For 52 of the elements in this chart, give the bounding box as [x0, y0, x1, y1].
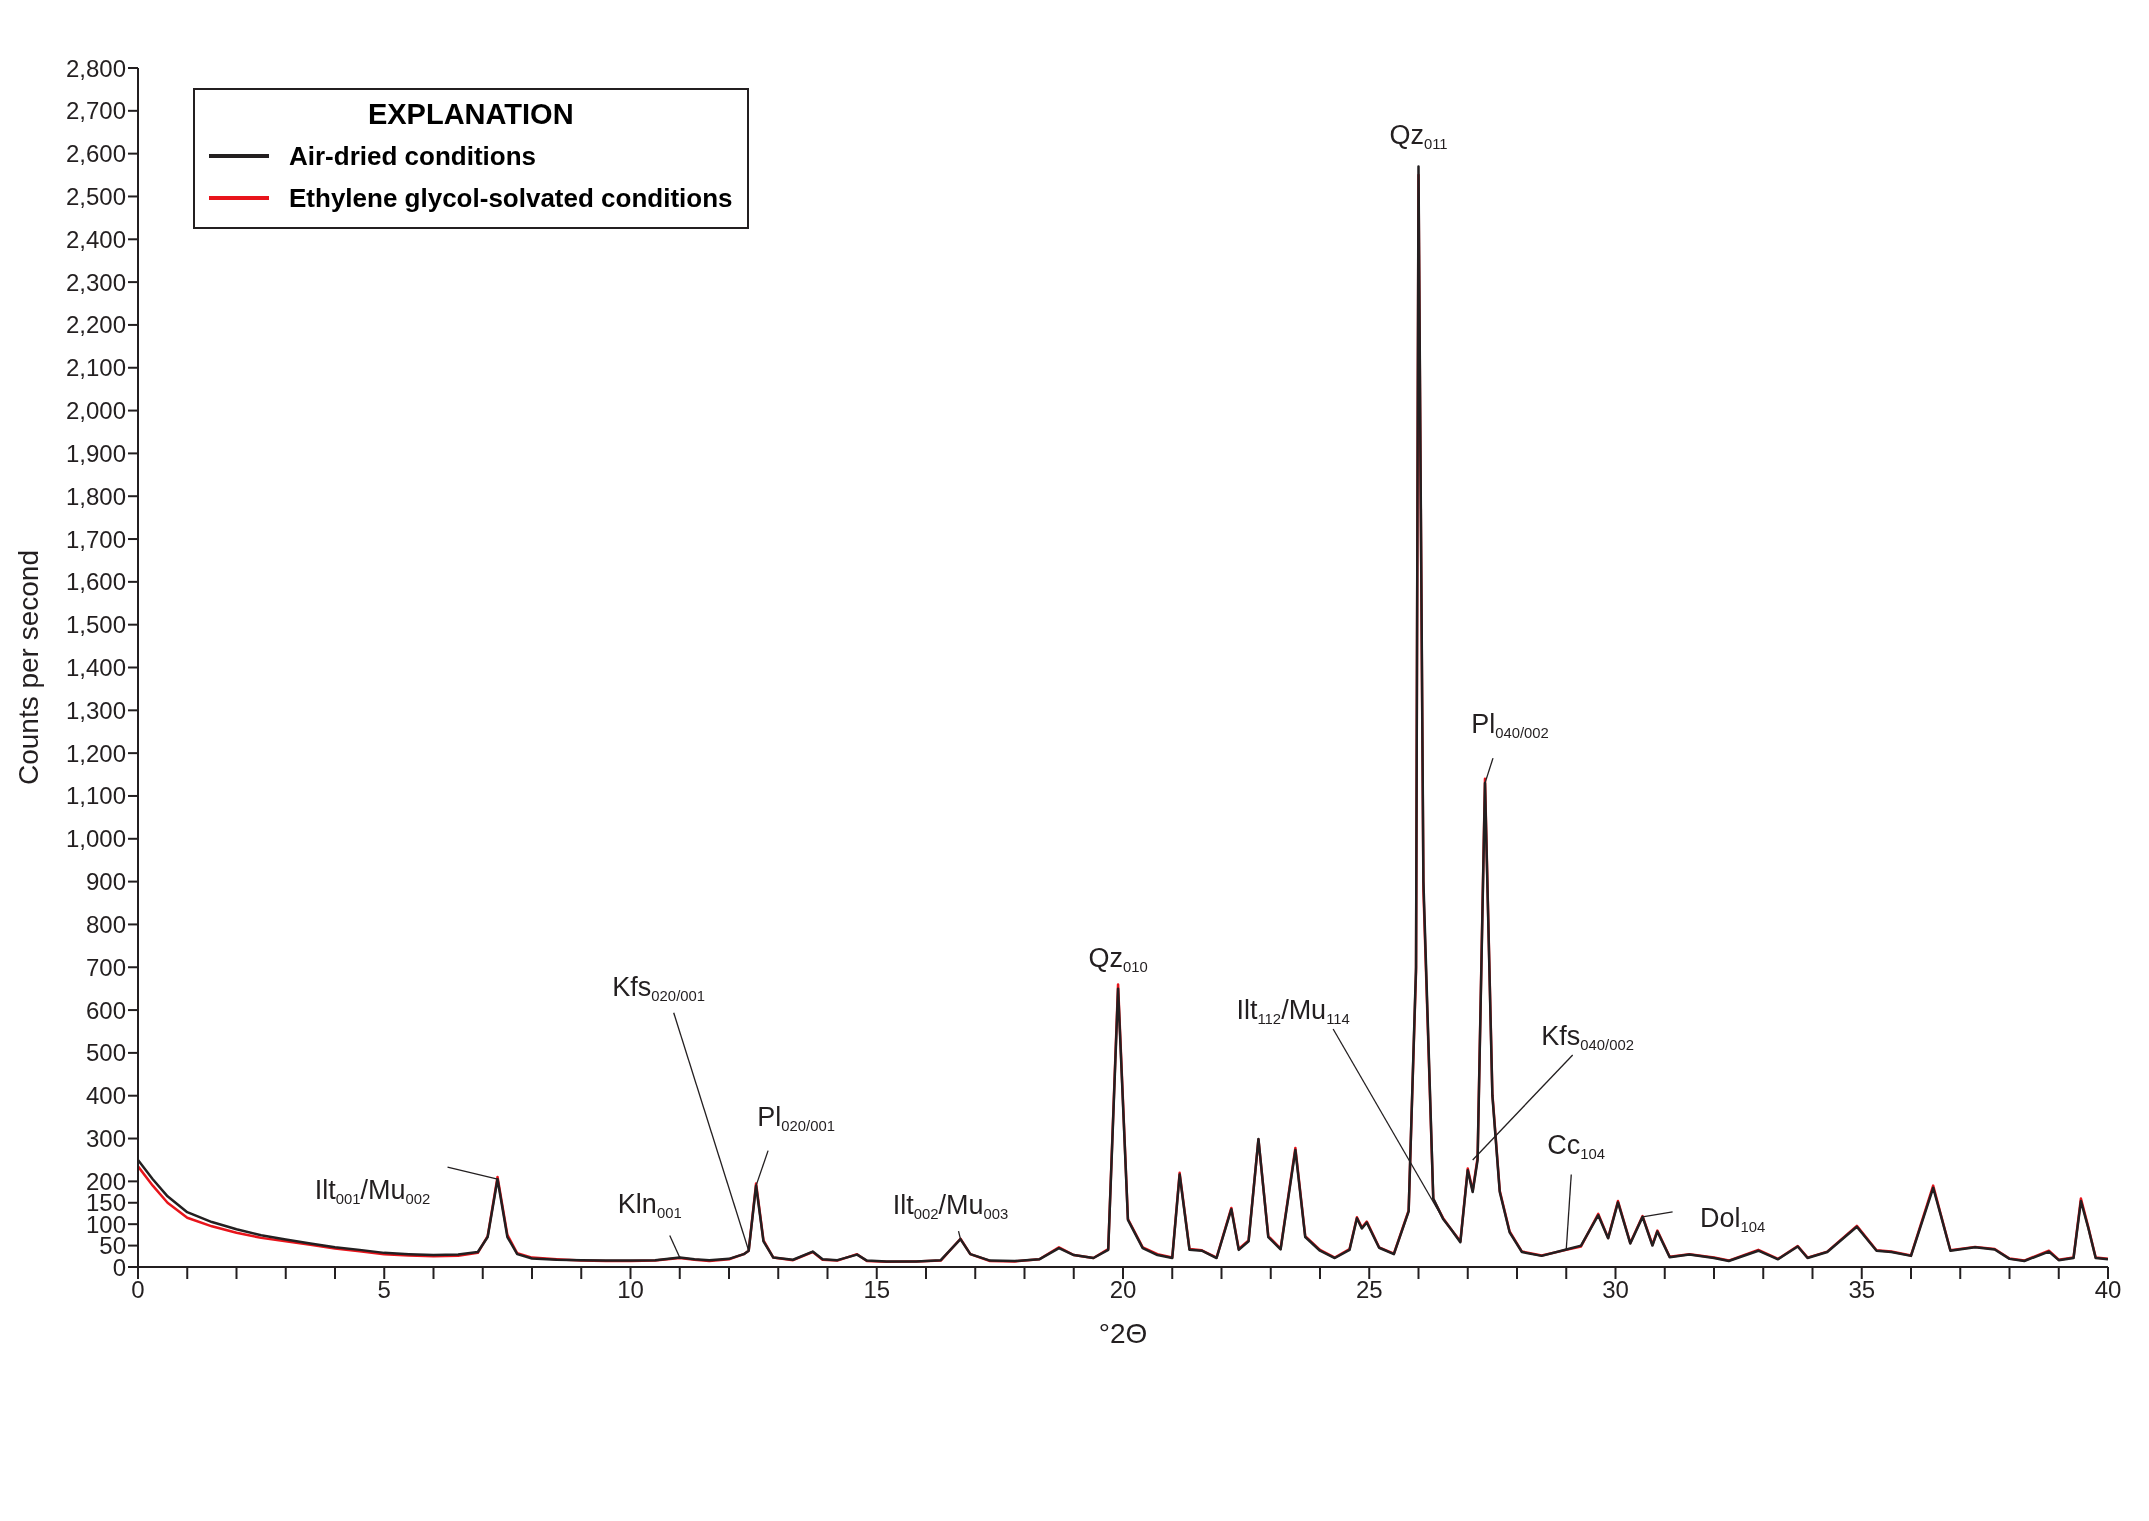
y-tick-label: 500 [85, 1039, 126, 1067]
annotation: Dol$_{104}$ [1699, 1202, 1766, 1235]
y-tick-label: 2,800 [65, 54, 126, 82]
x-tick-label: 25 [1355, 1276, 1383, 1304]
annotation: Kfs$_{020/001}$ [612, 971, 706, 1004]
legend-label: Air-dried conditions [289, 140, 536, 172]
y-tick-label: 400 [85, 1082, 126, 1110]
annotation: Ilt$_{001}$/Mu$_{002}$ [314, 1175, 431, 1207]
x-tick-label: 15 [863, 1276, 891, 1304]
y-tick-label: 600 [85, 996, 126, 1024]
y-tick-label: 1,800 [65, 482, 126, 510]
y-tick-label: 1,900 [65, 439, 126, 467]
y-tick-label: 1,200 [65, 739, 126, 767]
x-tick-label: 40 [2094, 1276, 2122, 1304]
x-tick-label: 35 [1848, 1276, 1876, 1304]
y-tick-label: 1,300 [65, 696, 126, 724]
y-tick-label: 1,100 [65, 782, 126, 810]
y-tick-label: 2,600 [65, 140, 126, 168]
y-tick-label: 700 [85, 953, 126, 981]
x-axis-title: °2Θ [1098, 1318, 1148, 1349]
y-tick-label: 2,400 [65, 225, 126, 253]
annotation: Qz$_{010}$ [1088, 942, 1148, 975]
y-tick-label: 300 [85, 1125, 126, 1153]
x-tick-label: 10 [617, 1276, 644, 1304]
y-tick-label: 1,700 [65, 525, 126, 553]
annotation: Kfs$_{040/002}$ [1541, 1020, 1635, 1053]
y-tick-label: 2,000 [65, 397, 126, 425]
legend-title: EXPLANATION [366, 98, 575, 131]
x-tick-label: 5 [377, 1276, 391, 1304]
x-tick-label: 30 [1602, 1276, 1629, 1304]
y-tick-label: 2,200 [65, 311, 126, 339]
annotation: Ilt$_{112}$/Mu$_{114}$ [1236, 995, 1350, 1027]
y-tick-label: 2,100 [65, 354, 126, 382]
y-tick-label: 1,500 [65, 611, 126, 639]
annotation: Ilt$_{002}$/Mu$_{003}$ [892, 1190, 1009, 1222]
annotation: Kln$_{001}$ [617, 1188, 682, 1221]
x-tick-label: 20 [1109, 1276, 1137, 1304]
legend-label: Ethylene glycol-solvated conditions [289, 182, 733, 214]
y-tick-label: 2,700 [65, 97, 126, 125]
x-tick-label: 0 [131, 1276, 145, 1304]
y-tick-label: 2,500 [65, 182, 126, 210]
annotation: Qz$_{011}$ [1389, 120, 1448, 152]
annotation: Pl$_{040/002}$ [1471, 709, 1549, 741]
y-tick-label: 800 [85, 910, 126, 938]
y-tick-label: 900 [85, 868, 126, 896]
y-tick-label: 1,400 [65, 654, 126, 682]
y-tick-label: 1,000 [65, 825, 126, 853]
y-tick-label: 2,300 [65, 268, 126, 296]
annotation: Pl$_{020/001}$ [757, 1101, 835, 1134]
annotation: Cc$_{104}$ [1547, 1130, 1606, 1162]
y-axis-title: Counts per second [12, 549, 44, 786]
y-tick-label: 1,600 [65, 568, 126, 596]
